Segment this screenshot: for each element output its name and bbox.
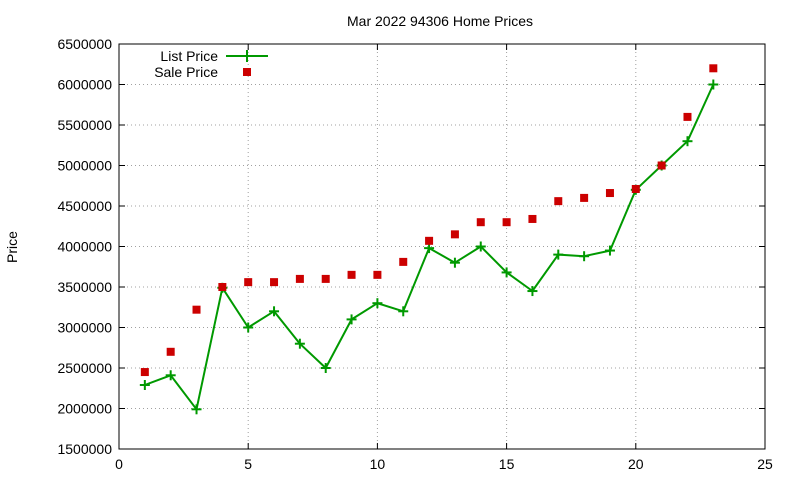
legend-marker-list-price <box>241 50 253 62</box>
sale-price-point <box>166 347 175 356</box>
list-price-point <box>139 380 150 391</box>
y-tick-label: 6000000 <box>57 77 112 93</box>
list-price-point <box>501 267 512 278</box>
sale-price-point <box>295 274 304 283</box>
sale-price-point <box>244 278 253 287</box>
y-tick-label: 6500000 <box>57 36 112 52</box>
grid-layer <box>119 44 765 449</box>
sale-price-point <box>321 274 330 283</box>
sale-price-point <box>528 214 537 223</box>
sale-price-point <box>502 218 511 227</box>
sale-price-point <box>140 368 149 377</box>
x-tick-label: 10 <box>370 456 386 472</box>
list-price-point <box>372 298 383 309</box>
list-price-point <box>449 257 460 268</box>
y-tick-label: 2500000 <box>57 360 112 376</box>
list-price-point <box>579 251 590 262</box>
legend-marker-sale-price <box>243 68 251 76</box>
sale-price-point <box>554 197 563 206</box>
x-tick-label: 25 <box>757 456 773 472</box>
list-price-point <box>320 363 331 373</box>
list-price-point <box>553 249 564 260</box>
sale-price-point <box>399 257 408 266</box>
y-axis-label: Price <box>4 231 20 263</box>
series-layer <box>139 64 719 415</box>
y-tick-label: 3500000 <box>57 279 112 295</box>
y-tick-label: 5500000 <box>57 117 112 133</box>
chart-title: Mar 2022 94306 Home Prices <box>347 13 533 29</box>
sale-price-point <box>476 218 485 227</box>
y-tick-label: 1500000 <box>57 441 112 457</box>
legend: List Price Sale Price <box>154 48 268 80</box>
y-tick-label: 4000000 <box>57 239 112 255</box>
sale-price-point <box>218 283 227 291</box>
sale-price-point <box>580 193 589 202</box>
sale-price-point <box>373 270 382 279</box>
x-tick-label: 5 <box>244 456 252 472</box>
sale-price-point <box>347 270 356 279</box>
list-price-point <box>527 286 538 297</box>
list-price-point <box>475 241 486 252</box>
list-price-point <box>346 314 357 325</box>
list-price-point <box>191 404 202 415</box>
legend-label-list-price: List Price <box>160 48 218 64</box>
y-tick-label: 5000000 <box>57 158 112 174</box>
x-tick-label: 15 <box>499 456 515 472</box>
sale-price-point <box>270 278 279 287</box>
x-tick-label: 0 <box>115 456 123 472</box>
sale-price-point <box>450 230 459 239</box>
list-price-point <box>708 79 719 90</box>
sale-price-point <box>631 184 640 193</box>
sale-price-point <box>425 236 434 245</box>
sale-price-point <box>657 161 666 170</box>
list-price-point <box>294 338 305 349</box>
list-price-point <box>398 306 409 317</box>
list-price-point <box>604 245 615 256</box>
list-price-point <box>165 370 176 381</box>
list-price-point <box>682 136 693 147</box>
list-price-point <box>269 306 280 317</box>
y-tick-label: 3000000 <box>57 320 112 336</box>
x-tick-label: 20 <box>628 456 644 472</box>
y-tick-label: 2000000 <box>57 401 112 417</box>
legend-label-sale-price: Sale Price <box>154 64 218 80</box>
sale-price-point <box>605 189 614 198</box>
sale-price-point <box>683 112 692 121</box>
sale-price-point <box>192 305 201 314</box>
ticks-layer: 1500000 2000000 2500000 3000000 3500000 40000… <box>57 36 773 472</box>
sale-price-point <box>709 64 718 73</box>
y-tick-label: 4500000 <box>57 198 112 214</box>
list-price-point <box>243 322 254 333</box>
